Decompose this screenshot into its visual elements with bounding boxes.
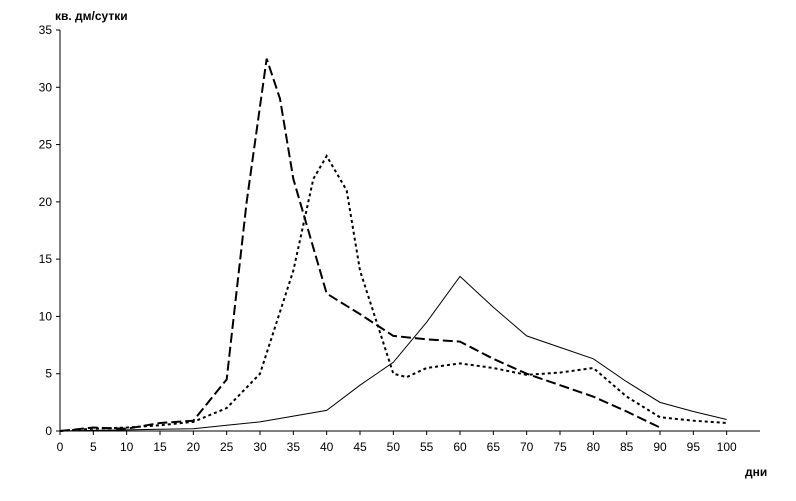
series-line (59, 58, 661, 432)
x-tick-label: 10 (120, 440, 134, 454)
x-tick-label: 75 (553, 440, 567, 454)
y-tick-label: 15 (39, 252, 53, 266)
y-axis-label: кв. дм/сутки (55, 9, 128, 23)
x-tick-label: 30 (253, 440, 267, 454)
x-tick-label: 95 (687, 440, 701, 454)
x-tick-label: 100 (717, 440, 737, 454)
x-tick-label: 15 (153, 440, 167, 454)
y-tick-label: 30 (39, 80, 53, 94)
x-tick-label: 20 (187, 440, 201, 454)
x-tick-label: 50 (387, 440, 401, 454)
x-tick-label: 70 (520, 440, 534, 454)
x-tick-label: 40 (320, 440, 334, 454)
x-tick-label: 80 (587, 440, 601, 454)
y-tick-label: 5 (45, 367, 52, 381)
x-tick-label: 25 (220, 440, 234, 454)
x-tick-label: 55 (420, 440, 434, 454)
x-tick-label: 90 (653, 440, 667, 454)
y-tick-label: 20 (39, 195, 53, 209)
x-tick-label: 85 (620, 440, 634, 454)
x-tick-label: 45 (353, 440, 367, 454)
x-tick-label: 5 (90, 440, 97, 454)
x-tick-label: 60 (453, 440, 467, 454)
x-tick-label: 0 (57, 440, 64, 454)
y-tick-label: 0 (45, 424, 52, 438)
y-tick-label: 10 (39, 309, 53, 323)
y-tick-label: 25 (39, 138, 53, 152)
x-tick-label: 35 (287, 440, 301, 454)
y-tick-label: 35 (39, 23, 53, 37)
series-line (59, 154, 727, 432)
x-tick-label: 65 (487, 440, 501, 454)
series-line (59, 275, 727, 432)
x-axis-label: дни (745, 465, 767, 479)
